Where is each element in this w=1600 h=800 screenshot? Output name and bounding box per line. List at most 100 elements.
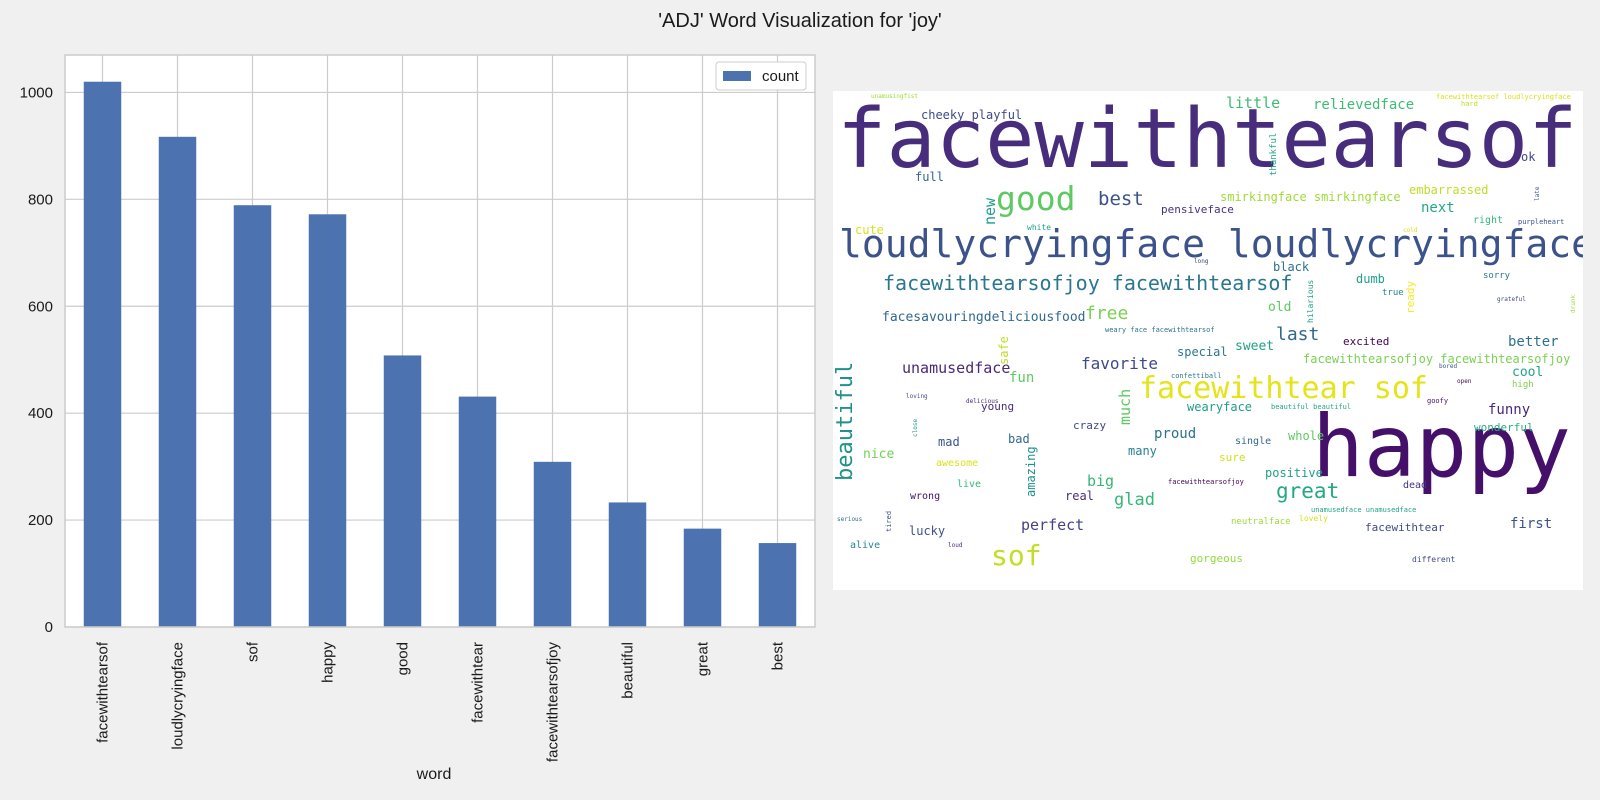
word-cloud-word: facewithtearsofjoy facewithtearsofjoy xyxy=(1303,352,1571,366)
word-cloud-word: bored xyxy=(1439,363,1458,370)
bar xyxy=(233,205,272,627)
x-tick-label: facewithtearsofjoy xyxy=(545,642,562,763)
word-cloud-word: awesome xyxy=(936,458,979,469)
word-cloud-word: neutralface xyxy=(1231,517,1291,527)
word-cloud-word: hilarious xyxy=(1306,279,1315,323)
word-cloud-word: facewithtear xyxy=(1365,521,1445,534)
x-tick-label: facewithtearsof xyxy=(95,641,112,743)
word-cloud-word: hard xyxy=(1461,100,1478,108)
word-cloud-word: happy xyxy=(1312,397,1571,497)
word-cloud-word: good xyxy=(996,179,1076,218)
y-tick-label: 200 xyxy=(28,512,53,529)
word-cloud-word: crazy xyxy=(1073,419,1107,432)
bar xyxy=(308,214,347,627)
word-cloud-word: facesavouringdeliciousfood xyxy=(882,310,1086,325)
word-cloud-word: facewithtearsof loudlycryingface xyxy=(1436,93,1571,101)
word-cloud-word: great xyxy=(1276,479,1340,503)
x-axis-label: word xyxy=(416,766,452,783)
word-cloud-word: beautiful beautiful xyxy=(1271,403,1352,411)
word-cloud-word: free xyxy=(1085,303,1129,324)
word-cloud-word: single xyxy=(1235,436,1272,447)
word-cloud-word: next xyxy=(1421,200,1455,216)
word-cloud-word: beautiful xyxy=(833,361,858,481)
word-cloud-word: true xyxy=(1382,288,1404,298)
y-axis-ticks: 0 200 400 600 800 1000 xyxy=(20,84,53,636)
word-cloud-word: different xyxy=(1412,555,1456,564)
word-cloud-word: cheeky playful xyxy=(921,108,1023,122)
word-cloud-word: wearyface xyxy=(1187,400,1253,414)
word-cloud-word: dead xyxy=(1403,480,1428,491)
word-cloud-word: unamusedface unamusedface xyxy=(1311,506,1417,514)
word-cloud-word: lovely xyxy=(1299,514,1328,523)
word-cloud-word: little xyxy=(1226,94,1281,112)
word-cloud-word: sure xyxy=(1219,451,1246,464)
word-cloud-word: embarrassed xyxy=(1409,183,1489,197)
word-cloud-word: sorry xyxy=(1483,271,1511,281)
word-cloud-word: amazing xyxy=(1024,446,1038,497)
word-cloud-word: serious xyxy=(837,516,863,523)
legend: count xyxy=(715,61,807,91)
word-cloud-word: confettiball xyxy=(1171,372,1222,380)
word-cloud-word: long xyxy=(1194,258,1209,265)
word-cloud-word: special xyxy=(1177,345,1228,359)
word-cloud-word: glad xyxy=(1114,490,1155,510)
x-tick-label: loudlycryingface xyxy=(170,642,187,750)
word-cloud-word: loudlycryingface loudlycryingface xyxy=(839,222,1583,266)
word-cloud-word: sweet xyxy=(1235,339,1275,354)
word-cloud-word: facewithtearsof xyxy=(837,92,1578,187)
word-cloud-word: better xyxy=(1508,334,1559,350)
x-tick-label: beautiful xyxy=(620,642,637,699)
word-cloud-word: perfect xyxy=(1021,516,1085,534)
bar xyxy=(683,528,722,627)
word-cloud-word: cold xyxy=(1403,227,1418,234)
word-cloud-word: pensiveface xyxy=(1161,203,1234,216)
word-cloud-word: facewithtearsofjoy xyxy=(1168,478,1244,486)
word-cloud-word: grateful xyxy=(1497,296,1526,303)
word-cloud-word: smirkingface smirkingface xyxy=(1220,190,1401,204)
word-cloud-word: thankful xyxy=(1269,132,1279,176)
figure-title: 'ADJ' Word Visualization for 'joy' xyxy=(658,10,942,32)
word-cloud-word: loving xyxy=(906,393,928,400)
word-cloud-word: young xyxy=(981,400,1015,413)
legend-swatch xyxy=(723,71,751,81)
word-cloud-word: many xyxy=(1128,444,1157,458)
word-cloud-word: goofy xyxy=(1427,397,1449,405)
word-cloud-word: real xyxy=(1065,489,1094,503)
bar-series xyxy=(83,81,797,627)
word-cloud-word: wonderful xyxy=(1474,421,1534,434)
word-cloud-word: ready xyxy=(1404,280,1417,314)
legend-label: count xyxy=(762,68,800,85)
plot-frame xyxy=(64,54,816,628)
word-cloud-word: right xyxy=(1473,215,1504,226)
word-cloud-word: mad xyxy=(938,435,960,449)
word-cloud-word: gorgeous xyxy=(1190,552,1243,565)
word-cloud-word: black xyxy=(1273,260,1310,274)
bar xyxy=(758,543,797,627)
word-cloud-word: loud xyxy=(948,542,963,549)
x-tick-label: good xyxy=(395,642,412,675)
word-cloud-word: proud xyxy=(1154,426,1197,442)
word-cloud-word: best xyxy=(1098,188,1144,210)
x-tick-label: best xyxy=(770,641,787,670)
word-cloud-word: last xyxy=(1276,324,1320,345)
x-axis-ticks: facewithtearsof loudlycryingface sof happy g… xyxy=(95,641,787,762)
word-cloud-word: lucky xyxy=(909,524,946,538)
word-cloud-word: tired xyxy=(885,510,893,532)
word-cloud-word: fun xyxy=(1009,370,1035,386)
word-cloud-word: live xyxy=(957,479,982,490)
word-cloud-word: drunk xyxy=(1570,294,1577,313)
word-cloud-word: cute xyxy=(855,223,884,237)
word-cloud-word: unamusingfist xyxy=(871,93,918,100)
x-tick-label: great xyxy=(695,641,712,676)
y-tick-label: 0 xyxy=(45,619,53,636)
x-tick-label: facewithtear xyxy=(470,642,487,723)
word-cloud-word: sof xyxy=(991,539,1042,572)
word-cloud-word: favorite xyxy=(1081,354,1159,373)
word-cloud-word: delicious xyxy=(966,398,999,405)
legend-box xyxy=(715,61,807,91)
word-cloud-word: close xyxy=(912,418,919,437)
y-tick-label: 600 xyxy=(28,298,53,315)
word-cloud-word: high xyxy=(1512,380,1534,390)
bar xyxy=(383,355,422,627)
